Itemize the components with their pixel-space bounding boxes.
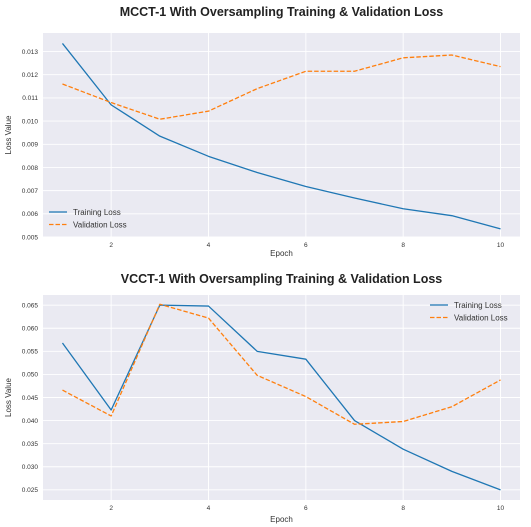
y-tick-label: 0.005 [22,234,39,241]
x-axis-label: Epoch [270,249,293,258]
legend-label: Training Loss [73,208,121,217]
legend-label: Validation Loss [454,313,508,322]
y-tick-label: 0.007 [22,188,39,195]
chart-title: VCCT-1 With Oversampling Training & Vali… [121,272,443,286]
series-line-training [61,43,501,230]
legend-label: Training Loss [454,301,502,310]
legend: Training Loss Validation Loss [430,301,508,322]
y-tick-label: 0.012 [22,72,39,79]
x-tick-label: 10 [497,505,505,512]
y-tick-label: 0.040 [22,418,39,425]
y-tick-label: 0.050 [22,372,39,379]
chart-title: MCCT-1 With Oversampling Training & Vali… [120,5,444,19]
y-tick-label: 0.008 [22,165,39,172]
y-tick-label: 0.035 [22,441,39,448]
y-tick-label: 0.045 [22,395,39,402]
chart-vcct1: VCCT-1 With Oversampling Training & Vali… [4,272,520,524]
x-tick-label: 8 [401,242,405,249]
y-tick-label: 0.030 [22,464,39,471]
x-tick-label: 2 [109,505,113,512]
series-line-validation [62,303,501,425]
y-tick-label: 0.011 [22,95,38,102]
y-tick-label: 0.055 [22,349,39,356]
y-tick-label: 0.006 [22,211,39,218]
x-tick-label: 6 [304,242,308,249]
y-tick-label: 0.013 [22,49,39,56]
y-axis-label: Loss Value [4,115,13,155]
x-axis-label: Epoch [270,515,293,524]
legend-label: Validation Loss [73,220,127,229]
y-tick-label: 0.060 [22,326,39,333]
legend: Training Loss Validation Loss [49,208,127,229]
x-tick-label: 6 [304,505,308,512]
y-tick-label: 0.009 [22,142,39,149]
y-tick-label: 0.065 [22,302,39,309]
x-tick-label: 8 [401,505,405,512]
chart-mcct1: MCCT-1 With Oversampling Training & Vali… [4,5,520,258]
plot-area [43,33,520,237]
x-tick-label: 10 [497,242,505,249]
y-axis-label: Loss Value [4,377,13,417]
y-tick-label: 0.010 [22,118,39,125]
x-tick-label: 2 [109,242,113,249]
x-tick-label: 4 [207,505,211,512]
x-tick-label: 4 [207,242,211,249]
y-tick-label: 0.025 [22,487,39,494]
series-line-training [61,304,501,491]
